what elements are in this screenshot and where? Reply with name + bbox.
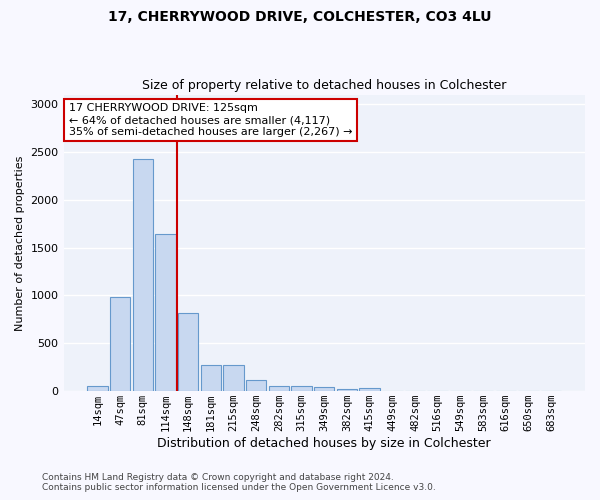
Bar: [314, 388, 334, 391]
Bar: [87, 386, 107, 391]
Text: 17, CHERRYWOOD DRIVE, COLCHESTER, CO3 4LU: 17, CHERRYWOOD DRIVE, COLCHESTER, CO3 4L…: [108, 10, 492, 24]
Bar: [110, 298, 130, 391]
Bar: [200, 365, 221, 391]
Bar: [223, 366, 244, 391]
Bar: [359, 388, 380, 391]
Title: Size of property relative to detached houses in Colchester: Size of property relative to detached ho…: [142, 79, 506, 92]
Bar: [337, 389, 357, 391]
Bar: [292, 386, 312, 391]
X-axis label: Distribution of detached houses by size in Colchester: Distribution of detached houses by size …: [157, 437, 491, 450]
Bar: [246, 380, 266, 391]
Y-axis label: Number of detached properties: Number of detached properties: [15, 155, 25, 330]
Text: 17 CHERRYWOOD DRIVE: 125sqm
← 64% of detached houses are smaller (4,117)
35% of : 17 CHERRYWOOD DRIVE: 125sqm ← 64% of det…: [69, 104, 352, 136]
Bar: [269, 386, 289, 391]
Text: Contains HM Land Registry data © Crown copyright and database right 2024.
Contai: Contains HM Land Registry data © Crown c…: [42, 473, 436, 492]
Bar: [133, 158, 153, 391]
Bar: [155, 234, 176, 391]
Bar: [178, 312, 199, 391]
